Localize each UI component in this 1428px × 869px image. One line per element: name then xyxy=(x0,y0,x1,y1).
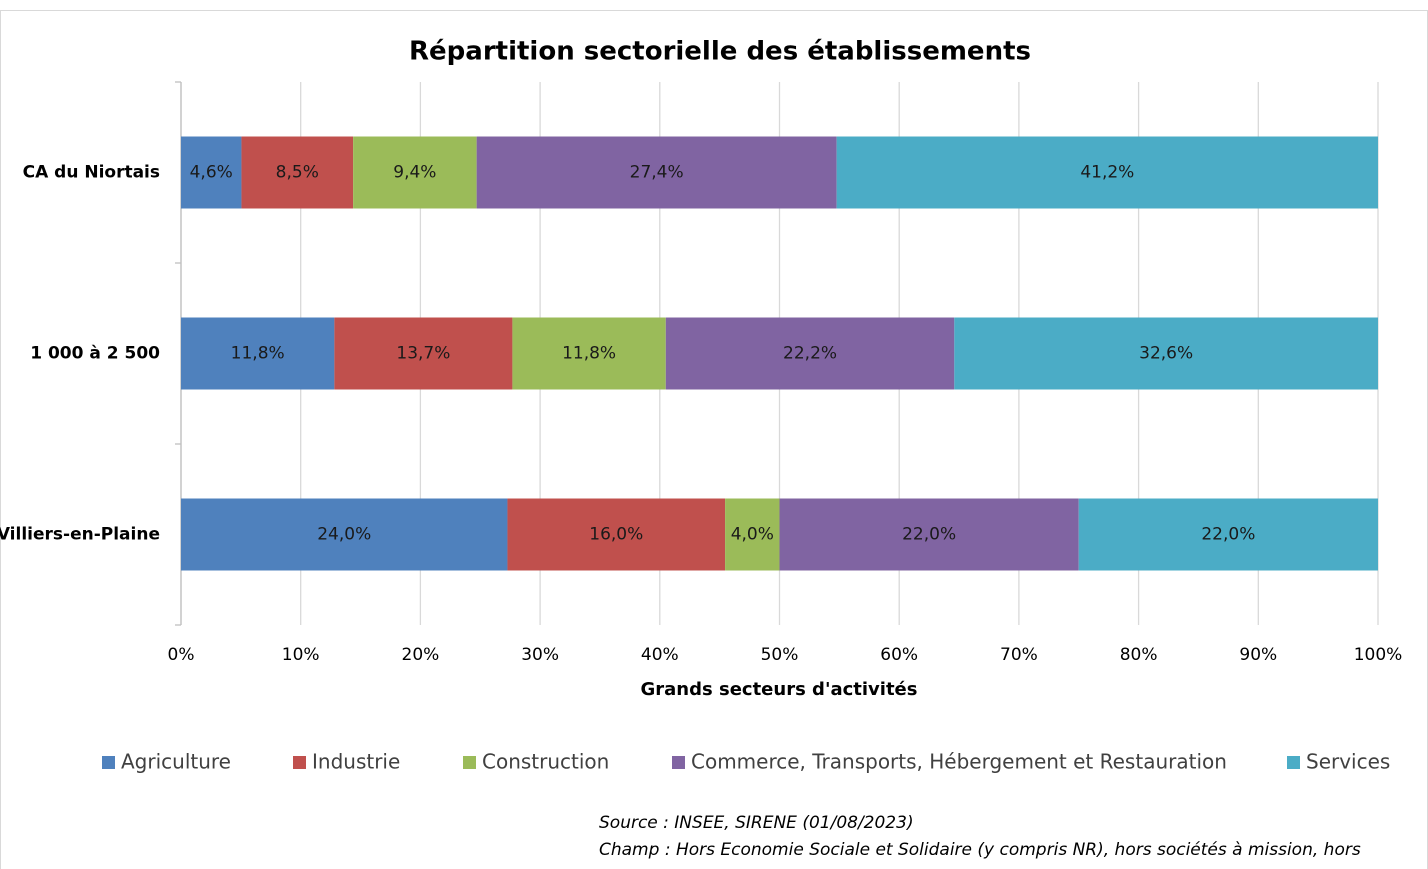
x-tick-label: 10% xyxy=(282,645,320,665)
data-label: 22,0% xyxy=(1201,525,1255,545)
x-tick-label: 0% xyxy=(168,645,195,665)
data-label: 4,0% xyxy=(731,525,774,545)
x-axis-label: Grands secteurs d'activités xyxy=(641,679,918,700)
bar-segment xyxy=(334,317,513,390)
bar-segment xyxy=(181,317,335,390)
legend-label: Construction xyxy=(482,750,609,774)
data-label: 32,6% xyxy=(1139,344,1193,364)
data-label: 8,5% xyxy=(276,163,319,183)
x-tick-label: 80% xyxy=(1120,645,1158,665)
bar-segment xyxy=(353,136,477,209)
data-label: 11,8% xyxy=(231,344,285,364)
y-tick-label: 1 000 à 2 500 xyxy=(30,344,160,364)
legend-label: Industrie xyxy=(312,750,400,774)
x-tick-label: 70% xyxy=(1000,645,1038,665)
legend-swatch xyxy=(672,756,685,769)
data-label: 22,2% xyxy=(783,344,837,364)
data-label: 27,4% xyxy=(630,163,684,183)
bar-segment xyxy=(476,136,837,209)
legend-swatch xyxy=(102,756,115,769)
x-tick-label: 30% xyxy=(521,645,559,665)
bar-segment xyxy=(836,136,1378,209)
x-tick-label: 40% xyxy=(641,645,679,665)
x-tick-label: 20% xyxy=(402,645,440,665)
legend-label: Commerce, Transports, Hébergement et Res… xyxy=(691,750,1227,774)
data-label: 16,0% xyxy=(589,525,643,545)
legend-label: Services xyxy=(1306,750,1390,774)
bar-segment xyxy=(954,317,1378,390)
legend-swatch xyxy=(1287,756,1300,769)
bar-segment xyxy=(665,317,955,390)
data-label: 22,0% xyxy=(902,525,956,545)
x-tick-label: 90% xyxy=(1239,645,1277,665)
legend-swatch xyxy=(293,756,306,769)
bar-segment xyxy=(181,498,508,571)
x-tick-label: 100% xyxy=(1354,645,1403,665)
data-label: 24,0% xyxy=(317,525,371,545)
bar-segment xyxy=(507,498,726,571)
legend-label: Agriculture xyxy=(121,750,231,774)
bar-segment xyxy=(1078,498,1378,571)
bar-segment xyxy=(241,136,354,209)
x-tick-label: 60% xyxy=(880,645,918,665)
scope-note: Champ : Hors Economie Sociale et Solidai… xyxy=(599,840,1361,860)
y-tick-label: CA du Niortais xyxy=(23,163,160,183)
bar-segment xyxy=(512,317,666,390)
bar-segment xyxy=(181,136,242,209)
data-label: 4,6% xyxy=(190,163,233,183)
data-label: 11,8% xyxy=(562,344,616,364)
data-label: 9,4% xyxy=(393,163,436,183)
x-tick-label: 50% xyxy=(761,645,799,665)
data-label: 41,2% xyxy=(1080,163,1134,183)
source-note: Source : INSEE, SIRENE (01/08/2023) xyxy=(599,813,914,833)
data-label: 13,7% xyxy=(396,344,450,364)
legend-swatch xyxy=(463,756,476,769)
bar-segment xyxy=(725,498,780,571)
y-tick-label: Villiers-en-Plaine xyxy=(0,525,160,545)
bar-segment xyxy=(779,498,1079,571)
chart-title: Répartition sectorielle des établissemen… xyxy=(409,37,1031,67)
